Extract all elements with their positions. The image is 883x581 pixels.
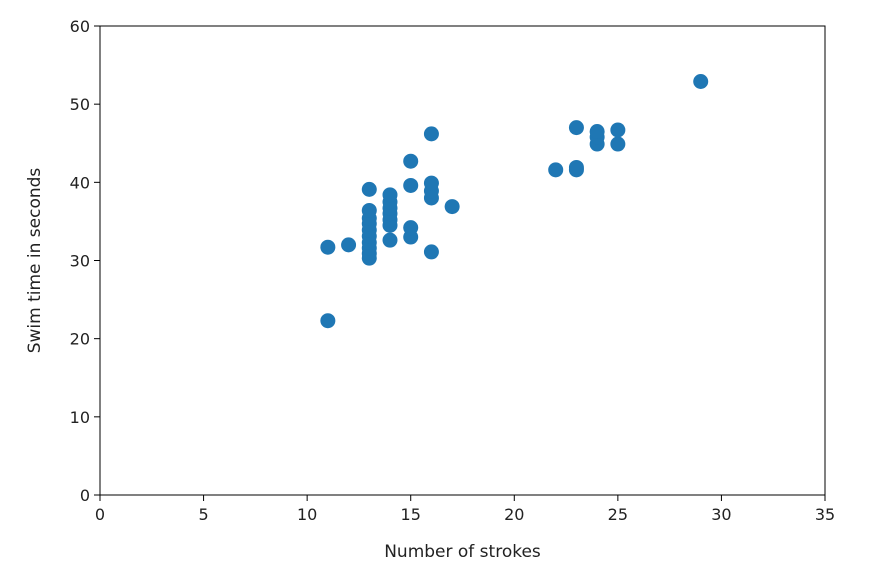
x-tick-label: 10 xyxy=(297,505,317,524)
y-axis: 0 10 20 30 40 50 60 xyxy=(70,17,100,505)
y-tick-label: 60 xyxy=(70,17,90,36)
x-tick-label: 30 xyxy=(711,505,731,524)
y-tick-label: 10 xyxy=(70,408,90,427)
x-tick-label: 20 xyxy=(504,505,524,524)
data-point xyxy=(589,124,605,140)
y-tick-label: 30 xyxy=(70,252,90,271)
data-point xyxy=(568,159,584,175)
y-tick-label: 0 xyxy=(80,486,90,505)
data-point xyxy=(610,136,626,152)
data-point xyxy=(403,220,419,236)
plot-marks xyxy=(320,73,709,329)
y-axis-label: Swim time in seconds xyxy=(25,168,45,354)
data-point xyxy=(341,237,357,253)
data-point xyxy=(361,202,377,218)
data-point xyxy=(610,122,626,138)
x-tick-label: 35 xyxy=(815,505,835,524)
x-tick-label: 15 xyxy=(401,505,421,524)
data-point xyxy=(320,239,336,255)
data-point xyxy=(382,187,398,203)
data-point xyxy=(423,244,439,260)
y-tick-label: 40 xyxy=(70,173,90,192)
data-point xyxy=(568,120,584,136)
data-point xyxy=(548,162,564,178)
x-tick-label: 25 xyxy=(608,505,628,524)
data-point xyxy=(320,313,336,329)
x-axis-label: Number of strokes xyxy=(384,542,541,562)
data-point xyxy=(403,153,419,169)
y-tick-label: 20 xyxy=(70,330,90,349)
data-point xyxy=(361,181,377,197)
x-tick-label: 0 xyxy=(95,505,105,524)
x-axis: 0 5 10 15 20 25 30 35 xyxy=(95,495,835,524)
data-point xyxy=(403,177,419,193)
data-point xyxy=(423,175,439,191)
data-point xyxy=(382,232,398,248)
data-point xyxy=(693,73,709,89)
data-point xyxy=(444,199,460,215)
y-tick-label: 50 xyxy=(70,95,90,114)
data-point xyxy=(423,126,439,142)
x-tick-label: 5 xyxy=(198,505,208,524)
